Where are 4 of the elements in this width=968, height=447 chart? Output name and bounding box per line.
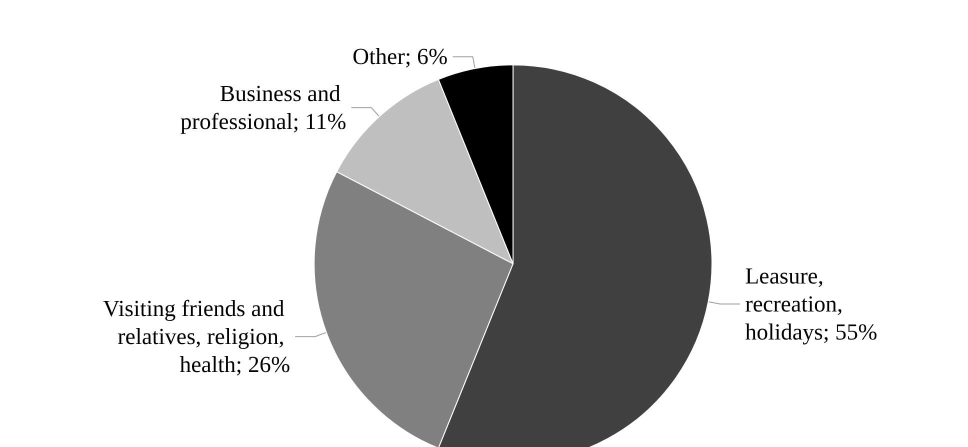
slice-label: Leasure, recreation, holidays; 55% bbox=[745, 264, 878, 345]
slice-label: Visiting friends and relatives, religion, health; 26% bbox=[103, 296, 290, 378]
slice-label: Business and professional; 11% bbox=[180, 81, 346, 134]
slice-label: Other; 6% bbox=[352, 44, 448, 70]
